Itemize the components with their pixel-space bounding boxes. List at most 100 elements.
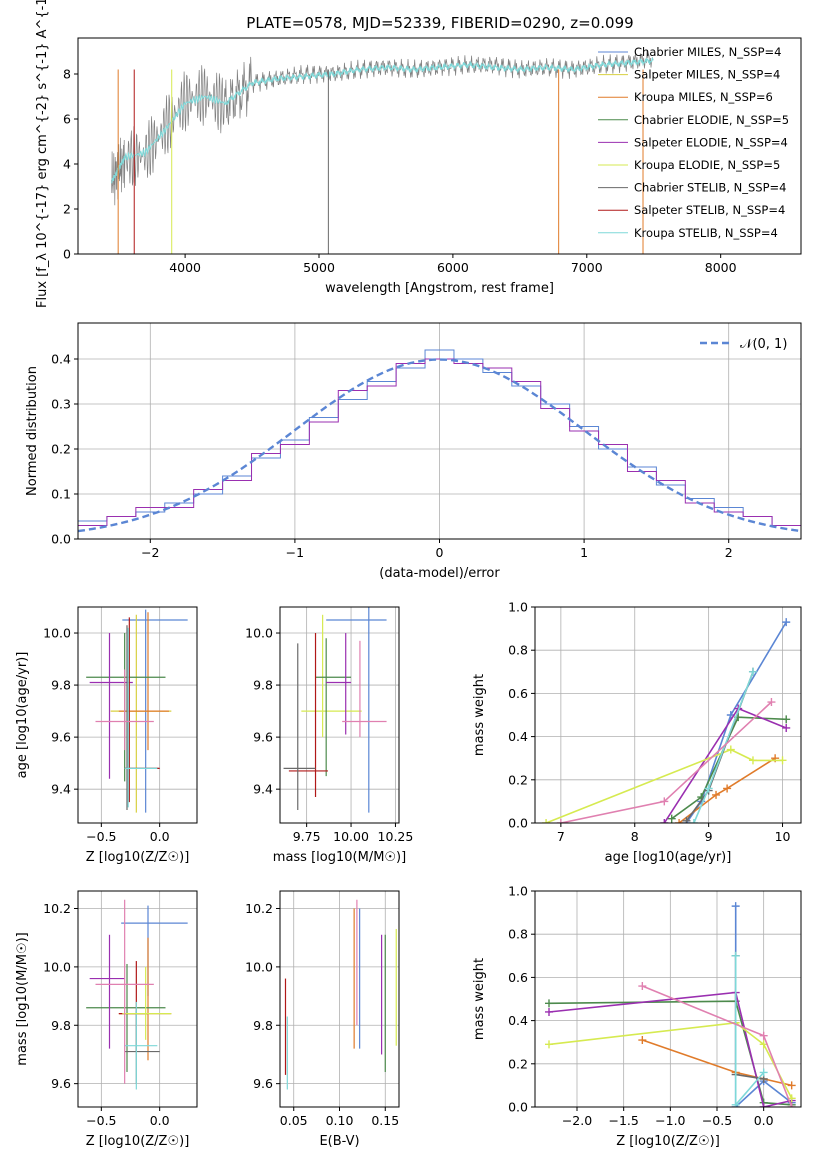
y-tick-label: 0.8 [508,927,528,942]
y-tick-label: 8 [63,67,71,82]
x-axis-label: E(B-V) [319,1134,359,1149]
weight-point [667,814,676,823]
legend-entry: 𝒩(0, 1) [740,337,787,352]
y-tick-label: 10.2 [43,901,71,916]
legend-entry: Chabrier MILES, N_SSP=4 [634,45,781,59]
y-tick-label: 0.2 [508,1056,528,1071]
weight-line-3 [548,991,792,1107]
x-tick-label: 5000 [303,260,335,275]
y-tick-label: 10.0 [43,626,71,641]
x-tick-label: 0.05 [280,1113,308,1128]
y-tick-label: 9.6 [253,730,273,745]
y-tick-label: 2 [63,202,71,217]
x-tick-label: −0.5 [702,1113,732,1128]
x-tick-label: 9.75 [293,829,321,844]
data-layer [545,902,796,1107]
data-layer [78,349,801,539]
weight-point [731,1100,740,1107]
x-tick-label: 0.10 [326,1113,354,1128]
weight-line-1 [642,1039,792,1087]
x-tick-label: 0.15 [371,1113,399,1128]
y-tick-label: 9.4 [51,782,71,797]
panel-mass-vs-ebv: 0.05 0.10 0.15 9.6 9.8 10.0 10.2 E(B-V) [245,890,400,1149]
axes-frame [77,37,802,255]
data-layer [542,618,791,823]
x-tick-label: −0.5 [86,829,116,844]
y-tick-label: 9.8 [253,1018,273,1033]
y-tick-label: 9.6 [51,730,71,745]
weight-point [660,819,669,823]
legend-entry: Kroupa STELIB, N_SSP=4 [634,226,778,240]
y-tick-label: 0.0 [51,532,71,547]
weight-point [731,902,740,911]
x-tick-label: 7 [557,829,565,844]
x-axis-label: age [log10(age/yr)] [605,850,732,865]
weight-point [759,1103,768,1107]
y-tick-label: 9.6 [253,1076,273,1091]
y-tick-label: 0.4 [508,729,528,744]
y-tick-label: 1.0 [508,884,528,899]
weight-point [556,819,565,823]
data-layer [284,899,397,1090]
y-axis-label: age [log10(age/yr)] [15,652,30,779]
weight-point [542,819,551,823]
y-tick-label: 9.6 [51,1076,71,1091]
weight-point [782,723,791,732]
data-layer [111,50,654,254]
weight-point [748,756,757,765]
weight-point [787,1081,796,1090]
axes-frame [534,890,802,1108]
weight-point [726,745,735,754]
weight-line-3 [663,707,787,823]
weight-point [782,618,791,627]
y-tick-label: 0.6 [508,970,528,985]
x-axis-label: (data-model)/error [379,566,500,581]
weight-point [731,951,740,960]
y-axis-label: Flux [f_λ 10^{-17} erg cm^{-2} s^{-1} A^… [35,0,50,308]
x-tick-label: 6000 [437,260,469,275]
weight-point [767,698,776,707]
axes-frame [77,606,198,824]
x-tick-label: 4000 [169,260,201,275]
y-tick-label: 10.0 [245,626,273,641]
x-tick-label: 9 [705,829,713,844]
legend-entry: Salpeter MILES, N_SSP=4 [634,68,780,82]
weight-point [704,784,713,793]
weight-point [778,756,787,765]
weight-point [638,1036,647,1045]
y-axis-label: mass weight [472,674,487,756]
histogram-1 [78,358,801,539]
spectrum-series-1 [111,57,654,184]
weight-point [675,819,684,823]
y-tick-label: 9.8 [51,678,71,693]
x-tick-label: 10.00 [333,829,369,844]
weight-point [682,816,691,823]
x-axis-label: wavelength [Angstrom, rest frame] [325,281,554,296]
y-tick-label: 10.0 [43,959,71,974]
x-tick-label: −2.0 [562,1113,592,1128]
x-tick-label: 0.0 [150,1113,170,1128]
weight-point [638,982,647,991]
axes-frame [279,606,400,824]
x-tick-label: −2 [141,545,159,560]
weight-point [787,1103,796,1107]
x-tick-label: 8000 [705,260,737,275]
panel-mass-vs-Z: −0.5 0.0 9.6 9.8 10.0 10.2 Z [log10(Z/Z☉)] mass… [15,890,198,1149]
x-tick-label: −1.5 [608,1113,638,1128]
x-axis-label: Z [log10(Z/Z☉)] [86,850,190,865]
y-axis-label: Normed distribution [25,366,40,496]
weight-point [689,819,698,823]
x-tick-label: 7000 [571,260,603,275]
x-tick-label: −0.5 [86,1113,116,1128]
y-tick-label: 6 [63,112,71,127]
y-tick-label: 0.6 [508,686,528,701]
weight-point [712,790,721,799]
weight-point [748,667,757,676]
x-axis-label: Z [log10(Z/Z☉)] [86,1134,190,1149]
panel-age-vs-Z: −0.5 0.0 9.4 9.6 9.8 10.0 Z [log10(Z/Z☉)] age [… [15,606,198,865]
weight-point [723,784,732,793]
panel-spectrum: 4000 5000 6000 7000 8000 0 2 4 6 8 wavelength [Ang… [35,0,802,308]
y-tick-label: 0.8 [508,643,528,658]
x-tick-label: 0.0 [754,1113,774,1128]
